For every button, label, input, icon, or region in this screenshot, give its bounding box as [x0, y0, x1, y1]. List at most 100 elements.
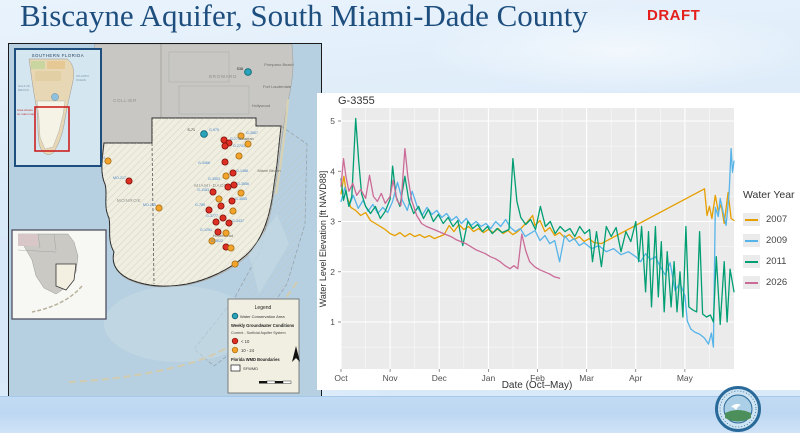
well-label: G-1183	[197, 188, 209, 192]
well-markers-layer	[104, 68, 252, 268]
well-labels-layer: S-71 G-975 S38 G-3567 G-2739 G-2741 G-3466 G-14…	[92, 67, 258, 243]
well-label: G-3437	[232, 219, 244, 223]
legend-heading-wmd: Florida WMD Boundaries	[231, 357, 280, 362]
wca-legend-icon	[231, 312, 239, 320]
inset-region	[47, 61, 65, 69]
sfwmd-boundary-label: SFWMD	[243, 366, 258, 371]
county-labels-layer: COLLIER BROWARD MIAMI-DADE MONROE	[113, 74, 237, 203]
wca-legend-label: Water Conservation Area	[240, 314, 285, 319]
orange-well-marker	[237, 132, 245, 140]
legend-key-swatch	[743, 276, 760, 289]
x-tick-label: Jan	[482, 373, 496, 383]
county-inset-map	[11, 229, 107, 320]
inset-title: SOUTHERN FLORIDA	[32, 53, 84, 58]
well-label: G-3553	[208, 177, 220, 181]
well-label: S-71	[187, 128, 195, 132]
inset-extent-rectangle	[34, 106, 70, 152]
hydrograph-panel: G-3355 Oct Nov Dec Jan Feb Mar Apr May 1 2 3 4 5 Dat…	[317, 93, 800, 391]
well-label: G-3622	[211, 239, 223, 243]
teal-well-marker	[200, 130, 208, 138]
x-tick-label: Apr	[629, 373, 642, 383]
legend-heading-groundwater: Weekly Groundwater Conditions	[231, 323, 295, 328]
florida-keys	[68, 281, 298, 383]
county-label: COLLIER	[113, 98, 137, 103]
city-label: Homestead	[213, 233, 233, 238]
orange-well-marker	[237, 189, 245, 197]
ocean-label: ATLANTIC	[76, 74, 89, 78]
red-well-marker	[230, 181, 238, 189]
orange-well-marker	[208, 237, 216, 245]
y-tick-label: 2	[330, 267, 335, 277]
legend-entry-label: 2026	[766, 277, 788, 288]
inset-region	[35, 71, 61, 81]
map-panel: COLLIER BROWARD MIAMI-DADE MONROE Pompano B…	[8, 43, 322, 400]
y-tick-label: 4	[330, 166, 335, 176]
red-well-marker	[221, 158, 229, 166]
x-tick-label: Mar	[579, 373, 594, 383]
well-label: G-3556	[237, 182, 249, 186]
orange-well-marker	[155, 204, 163, 212]
legend-entry-2011: 2011	[743, 251, 800, 272]
city-label: Miami Beach	[257, 168, 280, 173]
legend-key-swatch	[743, 234, 760, 247]
orange-well-marker	[229, 207, 237, 215]
well-label: G-1488	[236, 169, 248, 173]
legend-entry-label: 2007	[766, 214, 788, 225]
y-tick-label: 5	[330, 116, 335, 126]
well-label: G-3567	[246, 131, 258, 135]
well-label: G-975	[209, 128, 219, 132]
red-well-marker	[205, 206, 213, 214]
barrier-island	[274, 98, 290, 195]
inset2-keys	[31, 285, 83, 313]
inset2-county-line	[37, 233, 41, 249]
lake-okeechobee	[51, 93, 59, 101]
chart-svg: G-3355 Oct Nov Dec Jan Feb Mar Apr May 1 2 3 4 5 Dat…	[318, 95, 735, 391]
county-label: MONROE	[117, 198, 141, 203]
county-label: BROWARD	[209, 74, 237, 79]
city-label: Hollywood	[252, 103, 270, 108]
x-tick-label: May	[677, 373, 694, 383]
series-lines	[340, 117, 735, 348]
inset2-county	[18, 234, 38, 246]
legend-entry-2009: 2009	[743, 230, 800, 251]
county-line-dashed	[151, 142, 155, 285]
orange-well-marker	[222, 172, 230, 180]
florida-bay	[104, 286, 254, 362]
red-well-marker	[212, 218, 220, 226]
well-label: G-3777	[206, 214, 218, 218]
ocean-label: OCEAN	[76, 78, 86, 82]
gridlines-major	[340, 108, 734, 369]
legend-key-line	[745, 218, 758, 221]
legend-entry-2007: 2007	[743, 209, 800, 230]
district-seal-logo	[715, 386, 761, 432]
red-class-label: < 10	[241, 339, 250, 344]
teal-well-marker	[244, 68, 252, 76]
x-tick-label: Dec	[432, 373, 448, 383]
offshore-boundary-area	[193, 125, 308, 367]
scale-bar	[259, 380, 292, 384]
y-tick-label: 1	[330, 317, 335, 327]
chart-title: G-3355	[338, 95, 375, 107]
city-labels-layer: Pompano Beach Fort Lauderdale Hollywood Hia…	[213, 62, 294, 238]
x-tick-label: Feb	[530, 373, 545, 383]
ocean-label: MEXICO	[18, 88, 30, 92]
series-line-2011	[340, 117, 735, 326]
legend-key-swatch	[743, 255, 760, 268]
city-label: Pompano Beach	[264, 62, 294, 67]
red-well-marker	[221, 142, 229, 150]
well-label: MO-217	[113, 176, 126, 180]
chart-legend: Water Year 2007 2009 2011 2026	[743, 189, 800, 293]
well-label: MO-215	[143, 203, 156, 207]
red-well-marker	[217, 202, 225, 210]
inset-region	[31, 61, 45, 69]
x-axis-title: Date (Oct–May)	[502, 380, 573, 391]
legend-entry-2026: 2026	[743, 272, 800, 293]
inset2-county-line	[53, 233, 57, 251]
red-well-marker	[229, 169, 237, 177]
seal-bird	[731, 403, 741, 410]
orange-well-marker	[104, 157, 112, 165]
city-label: Fort Lauderdale	[263, 84, 292, 89]
well-label: G-1251	[200, 228, 212, 232]
page-title: Biscayne Aquifer, South Miami-Dade Count…	[20, 0, 588, 33]
well-label: S38	[237, 67, 243, 71]
